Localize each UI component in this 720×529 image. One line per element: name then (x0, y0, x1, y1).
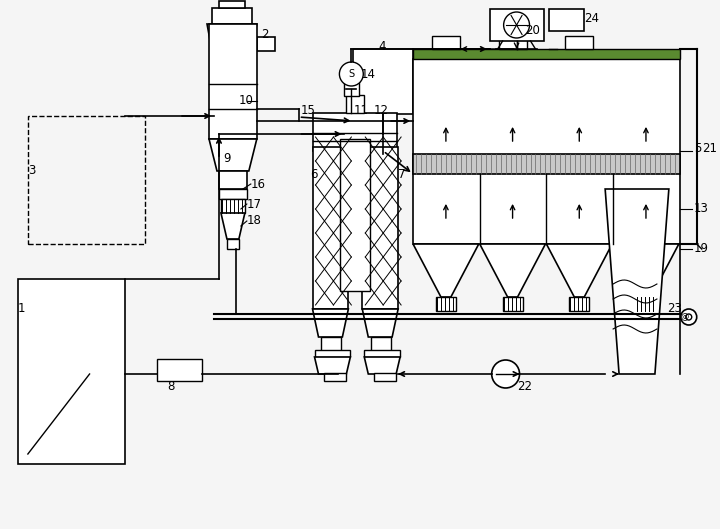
Bar (322, 337, 341, 354)
Bar (364, 350, 400, 357)
Bar (344, 74, 359, 96)
Text: 2: 2 (261, 28, 269, 41)
Text: 7: 7 (398, 168, 405, 180)
Text: 21: 21 (702, 142, 716, 156)
Text: 8: 8 (167, 379, 174, 393)
Text: 22: 22 (518, 379, 533, 393)
Bar (212, 8, 252, 24)
Polygon shape (312, 309, 348, 337)
Text: 12: 12 (373, 105, 388, 117)
Bar (219, 189, 247, 199)
Text: 15: 15 (300, 105, 315, 117)
Polygon shape (613, 244, 679, 297)
Circle shape (492, 360, 520, 388)
Bar (257, 37, 275, 51)
Bar (221, 199, 245, 213)
Bar (565, 36, 593, 49)
Text: 9: 9 (223, 152, 230, 166)
Text: 23: 23 (667, 303, 682, 315)
Text: 19: 19 (694, 242, 708, 256)
Text: 13: 13 (694, 203, 708, 215)
Circle shape (681, 309, 697, 325)
Bar (346, 95, 364, 113)
Bar (372, 337, 391, 354)
Bar (325, 373, 346, 381)
Bar (490, 9, 544, 41)
Text: 17: 17 (247, 197, 262, 211)
Bar (157, 359, 202, 381)
Bar (636, 297, 656, 311)
Bar (312, 147, 348, 309)
Text: 11: 11 (354, 105, 369, 117)
Bar (374, 373, 396, 381)
Bar (209, 24, 257, 139)
Bar (312, 113, 397, 151)
Polygon shape (480, 244, 546, 297)
Bar (362, 147, 398, 309)
Text: 14: 14 (360, 68, 375, 80)
Bar (315, 350, 351, 357)
Bar (219, 171, 247, 189)
Polygon shape (207, 24, 257, 51)
Text: @: @ (680, 313, 689, 322)
Polygon shape (605, 189, 669, 374)
Circle shape (685, 314, 692, 320)
Text: S: S (348, 69, 354, 79)
Text: 1: 1 (18, 303, 25, 315)
Text: 24: 24 (584, 13, 599, 25)
Text: 18: 18 (247, 214, 261, 227)
Polygon shape (413, 244, 479, 297)
Bar (436, 297, 456, 311)
Polygon shape (221, 213, 245, 239)
Polygon shape (209, 139, 257, 171)
Bar (341, 139, 370, 291)
Text: 6: 6 (310, 168, 318, 180)
Bar (549, 9, 584, 31)
Text: 20: 20 (526, 24, 541, 38)
Bar (219, 1, 245, 8)
Bar (413, 59, 680, 244)
Polygon shape (362, 309, 398, 337)
Polygon shape (315, 357, 351, 374)
Text: 3: 3 (28, 165, 35, 178)
Bar (413, 154, 680, 174)
Bar (499, 36, 526, 49)
Circle shape (503, 12, 529, 38)
Polygon shape (546, 244, 612, 297)
Bar (227, 239, 239, 249)
Bar (432, 36, 460, 49)
Bar (354, 49, 413, 114)
Bar (413, 49, 680, 59)
Circle shape (339, 62, 364, 86)
Text: 4: 4 (378, 40, 386, 52)
Bar (570, 297, 589, 311)
Bar (503, 297, 523, 311)
Polygon shape (364, 357, 400, 374)
Bar (28, 116, 145, 244)
Text: 16: 16 (251, 178, 266, 190)
Text: 5: 5 (694, 142, 701, 156)
Bar (18, 279, 125, 464)
Text: 10: 10 (239, 95, 253, 107)
